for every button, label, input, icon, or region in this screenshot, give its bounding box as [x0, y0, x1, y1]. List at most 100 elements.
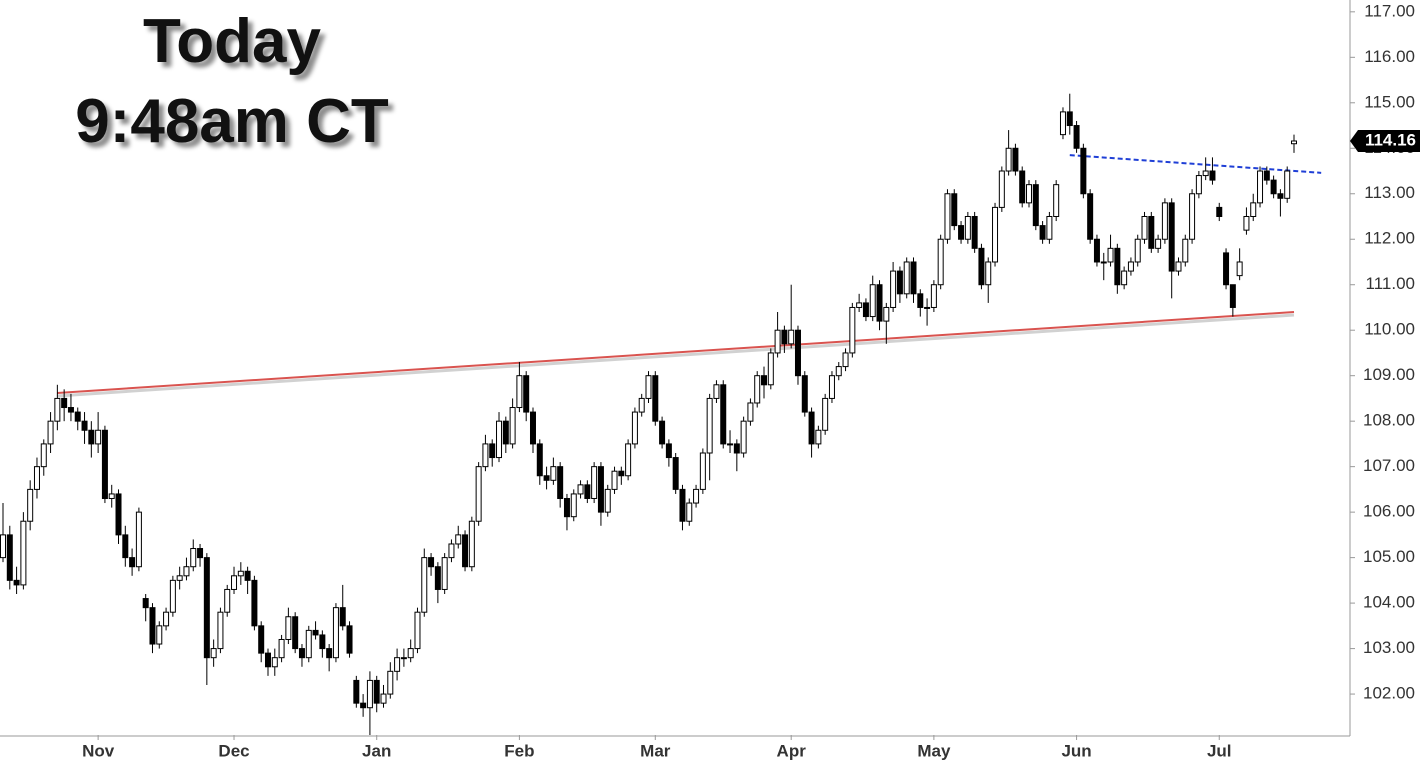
y-tick-label: 115.00 — [1364, 92, 1415, 111]
candle-body — [1291, 140, 1297, 145]
candle-body — [1114, 247, 1121, 286]
candle-body — [536, 443, 543, 477]
y-tick-label: 106.00 — [1363, 502, 1415, 521]
candle-body — [1148, 215, 1155, 249]
candle-body — [896, 270, 903, 295]
last-price-label: 114.16 — [1365, 130, 1416, 149]
candle-body — [951, 193, 958, 227]
candle-body — [516, 375, 523, 409]
y-tick-label: 103.00 — [1363, 638, 1415, 657]
candle-body — [659, 420, 666, 445]
candle-body — [822, 397, 829, 431]
candle-body — [237, 570, 244, 577]
candle-body — [1107, 247, 1114, 263]
candle-body — [312, 629, 319, 636]
candle-body — [1039, 225, 1046, 240]
candle-body — [271, 657, 278, 668]
candle-body — [761, 375, 768, 386]
candle-body — [407, 648, 414, 659]
candle-body — [930, 284, 937, 308]
candle-body — [13, 579, 20, 586]
candle-body — [1175, 261, 1182, 272]
candle-body — [360, 702, 367, 709]
candle-body — [679, 488, 686, 522]
x-tick-label: Jun — [1061, 741, 1091, 760]
candle-body — [482, 443, 489, 468]
candle-body — [1161, 202, 1168, 240]
x-tick-label: Dec — [218, 741, 249, 760]
candle-body — [563, 497, 570, 518]
candle-body — [468, 520, 475, 568]
y-tick-label: 112.00 — [1364, 229, 1415, 248]
candle-body — [1202, 170, 1209, 177]
candle-body — [61, 397, 68, 409]
candle-body — [1019, 170, 1026, 204]
candle-body — [693, 488, 700, 504]
candle-body — [570, 493, 577, 518]
candle-body — [54, 397, 61, 422]
candle-body — [856, 302, 863, 308]
candle-body — [611, 470, 618, 490]
candle-body — [1229, 284, 1236, 308]
candle-body — [387, 670, 394, 695]
candle-body — [917, 293, 924, 308]
candle-body — [1080, 147, 1087, 195]
candle-body — [1100, 261, 1107, 264]
candle-body — [631, 411, 638, 445]
candle-body — [74, 411, 81, 422]
candle-body — [115, 493, 122, 536]
candle-body — [890, 270, 897, 308]
candle-body — [1134, 238, 1141, 263]
candle-body — [591, 466, 598, 499]
candle-body — [394, 657, 401, 672]
candle-body — [645, 375, 652, 399]
candle-body — [0, 534, 6, 559]
candle-body — [203, 557, 210, 659]
candle-body — [326, 648, 333, 659]
candle-body — [169, 579, 176, 613]
candle-body — [577, 484, 584, 495]
candle-body — [727, 443, 734, 446]
candle-body — [992, 206, 999, 263]
trendlines — [57, 154, 1322, 398]
candle-body — [1012, 147, 1019, 172]
candle-body — [156, 625, 163, 645]
candle-body — [244, 570, 251, 581]
candle-body — [543, 475, 550, 481]
candle-body — [163, 611, 170, 627]
candle-body — [523, 375, 530, 413]
candle-body — [1026, 184, 1033, 204]
x-tick-label: Jan — [362, 741, 391, 760]
candle-body — [278, 638, 285, 659]
candle-body — [135, 511, 142, 568]
candle-body — [1216, 206, 1223, 217]
candle-body — [828, 375, 835, 399]
candle-body — [937, 238, 944, 286]
candle-body — [380, 693, 387, 704]
candle-body — [747, 402, 754, 422]
candle-body — [47, 420, 54, 445]
candle-body — [910, 261, 917, 295]
candle-body — [346, 625, 353, 654]
candle-body — [1059, 111, 1066, 136]
candle-body — [305, 629, 312, 659]
y-tick-label: 111.00 — [1366, 274, 1415, 293]
candle-body — [67, 407, 74, 413]
x-tick-label: May — [917, 741, 951, 760]
x-tick-label: Feb — [504, 741, 534, 760]
candle-body — [264, 652, 271, 668]
y-tick-label: 116.00 — [1364, 47, 1415, 66]
candle-body — [217, 611, 224, 650]
candle-body — [1046, 215, 1053, 240]
candle-body — [985, 261, 992, 286]
candle-body — [183, 566, 190, 577]
last-price-tag — [1350, 129, 1420, 152]
candle-body — [672, 457, 679, 490]
x-tick-label: Jul — [1207, 741, 1232, 760]
candle-body — [1066, 111, 1073, 127]
candle-body — [441, 557, 448, 590]
candle-body — [699, 452, 706, 490]
x-tick-label: Nov — [82, 741, 115, 760]
candle-body — [1257, 170, 1264, 204]
